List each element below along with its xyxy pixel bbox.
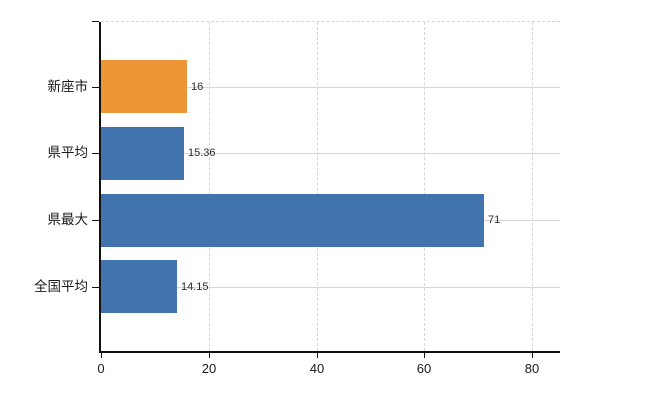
y-axis xyxy=(99,22,101,351)
x-tick-label: 0 xyxy=(97,361,105,376)
vertical-gridline xyxy=(424,22,425,351)
category-tick xyxy=(92,287,99,288)
y-axis-top-tick xyxy=(92,21,99,22)
bar xyxy=(101,260,177,313)
horizontal-gridline xyxy=(101,87,560,88)
vertical-gridline xyxy=(317,22,318,351)
vertical-gridline xyxy=(532,22,533,351)
x-axis-tick xyxy=(532,353,533,358)
vertical-gridline xyxy=(209,22,210,351)
bar xyxy=(101,127,184,180)
category-label: 新座市 xyxy=(47,79,89,94)
x-axis-tick xyxy=(209,353,210,358)
category-tick xyxy=(92,153,99,154)
x-axis-tick xyxy=(424,353,425,358)
x-tick-label: 80 xyxy=(524,361,540,376)
bar xyxy=(101,194,484,247)
horizontal-gridline xyxy=(101,287,560,288)
x-axis-tick xyxy=(101,353,102,358)
x-axis xyxy=(99,351,560,353)
category-label: 県平均 xyxy=(47,145,89,160)
plot-top-border xyxy=(101,21,560,22)
bar xyxy=(101,60,187,113)
category-tick xyxy=(92,220,99,221)
x-tick-label: 20 xyxy=(201,361,217,376)
value-label: 16 xyxy=(191,81,204,93)
value-label: 71 xyxy=(488,214,501,226)
x-tick-label: 40 xyxy=(309,361,325,376)
category-label: 全国平均 xyxy=(34,279,88,294)
x-axis-tick xyxy=(317,353,318,358)
category-tick xyxy=(92,87,99,88)
horizontal-gridline xyxy=(101,153,560,154)
value-label: 15.36 xyxy=(188,147,216,159)
x-tick-label: 60 xyxy=(416,361,432,376)
category-label: 県最大 xyxy=(47,212,89,227)
value-label: 14.15 xyxy=(181,281,209,293)
